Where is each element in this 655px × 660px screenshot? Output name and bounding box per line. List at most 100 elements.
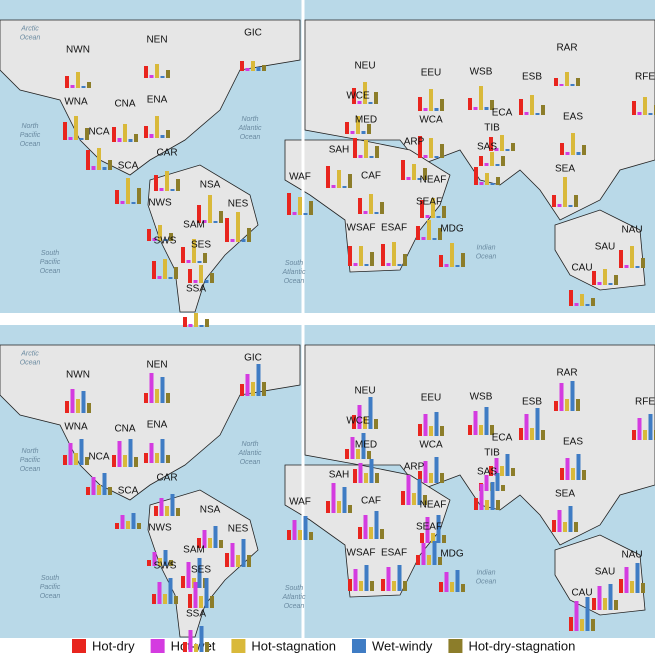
bar [123,455,127,467]
bar [381,244,385,266]
bar [574,522,578,532]
bar [199,626,204,652]
region-label: SEA [555,489,575,500]
region-label: GIC [244,353,262,364]
bar [358,155,363,158]
bar [367,451,371,459]
region-label: NEAF [420,500,447,511]
bar [557,204,562,207]
bar [160,377,165,403]
bar [152,261,156,279]
bar [571,468,575,480]
bar [70,85,75,88]
bar [425,517,430,543]
bar [369,527,373,539]
bar [168,578,173,604]
legend-swatch [448,639,463,653]
bar [505,149,510,151]
bar [147,560,151,566]
bar [155,64,159,78]
bar [439,582,443,592]
ocean-label: Ocean [20,466,41,473]
bar [494,148,499,151]
bar [643,97,647,115]
bar [262,65,266,71]
bar [364,140,368,158]
region-label: SWS [154,236,177,247]
bar [202,220,207,223]
bar [303,213,308,215]
bar [188,594,192,608]
region-label: ESB [522,72,542,83]
bar [74,453,78,465]
bar [213,526,218,548]
bar [429,473,433,483]
bar [203,253,207,263]
bar [160,439,165,463]
bar [309,201,313,215]
bar [358,463,363,483]
region-label: CAU [571,588,592,599]
bar [392,581,396,591]
bar [412,164,416,180]
bar [91,477,96,495]
bar [444,264,449,267]
bar [183,317,187,327]
bar [524,112,529,115]
bar [210,273,214,283]
region-label: SAS [477,142,497,153]
bar [569,617,573,631]
bar [348,579,352,591]
panel-overlay: Arctic Ocean North Pacific Ocean North Atlanti… [20,350,655,652]
bar [345,122,349,134]
bar [418,97,422,111]
bar [431,533,435,543]
bar [357,405,362,429]
region-label: SSA [186,609,206,620]
bar [210,596,214,608]
bar [436,216,441,218]
ocean-label: Atlantic [282,594,306,601]
bar [147,229,151,241]
bar [431,198,435,218]
bar [495,164,500,166]
bar [630,246,634,268]
bar [256,364,261,396]
bar [352,415,356,429]
bar [374,419,378,429]
bar [406,177,411,180]
bar [85,457,89,465]
bar [418,424,422,436]
bar [614,275,618,285]
bar [420,533,424,543]
bar [225,553,229,567]
region-label: ECA [492,108,513,119]
bar [137,523,141,529]
ocean-label: North [241,441,258,448]
bar [163,550,168,566]
bar [149,373,154,403]
bar [76,72,80,88]
bar [434,156,439,158]
bar [159,188,164,191]
bar [117,138,122,142]
bar [643,430,647,440]
bar [86,487,90,495]
bar [63,455,67,465]
region-label: NCA [88,127,109,138]
bar [632,101,636,115]
bar [363,417,367,429]
bar [155,453,159,463]
bar [115,190,119,204]
bar [519,99,523,115]
bar [495,473,500,491]
bar [353,469,357,483]
region-label: NWN [66,370,90,381]
ocean-label: Ocean [40,268,61,275]
bar [240,384,244,396]
bar [490,100,494,110]
bar [597,586,602,610]
bar [369,156,374,158]
bar [489,137,493,151]
bar [479,182,484,185]
